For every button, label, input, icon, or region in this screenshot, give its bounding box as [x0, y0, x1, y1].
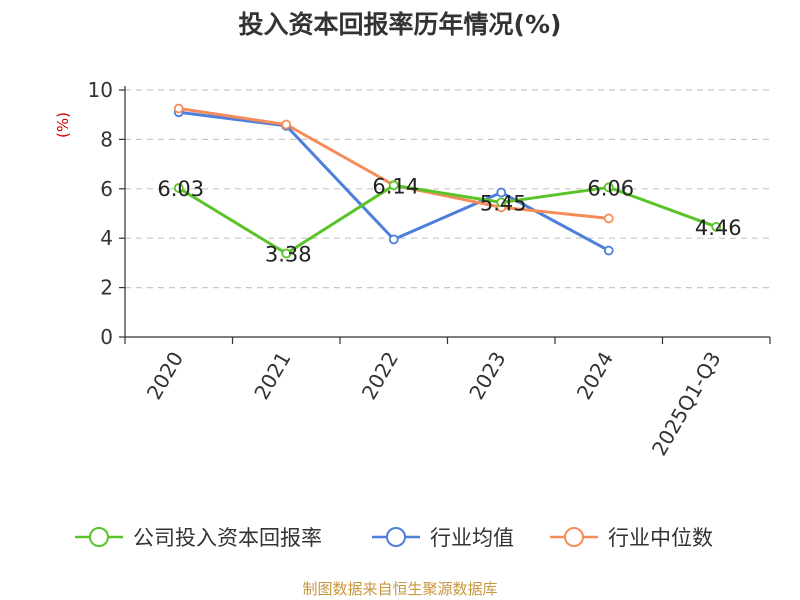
data-label-2021: 3.38 — [265, 243, 312, 267]
data-labels: 6.03 3.38 6.14 5.45 6.06 4.46 — [157, 174, 741, 266]
series-1-point-2024 — [603, 245, 614, 256]
chart-title: 投入资本回报率历年情况(%) — [239, 10, 562, 39]
x-tick-label-2025Q1-Q3: 2025Q1-Q3 — [647, 348, 726, 460]
series-2-point-2020 — [173, 103, 184, 114]
data-label-2020: 6.03 — [157, 177, 204, 201]
legend-swatch-marker-2 — [564, 527, 584, 547]
series-0-point-2020 — [173, 183, 184, 193]
y-tick-label-8: 8 — [100, 127, 113, 151]
series-0-point-2024 — [603, 182, 614, 193]
series-2-point-2024 — [603, 213, 614, 224]
y-tick-label-10: 10 — [88, 78, 113, 102]
y-tick-label-4: 4 — [100, 226, 113, 250]
series-line-2 — [177, 107, 611, 220]
series-0-point-2023 — [496, 197, 507, 208]
data-label-2024: 6.06 — [587, 176, 634, 200]
data-label-2022: 6.14 — [372, 174, 419, 198]
series-0-point-2025Q1-Q3 — [711, 221, 722, 232]
axes — [119, 86, 771, 344]
y-tick-label-2: 2 — [100, 276, 113, 300]
series-0-point-2022 — [388, 180, 399, 191]
y-tick-labels: 0 2 4 6 8 10 — [88, 78, 113, 349]
legend-label-1: 行业均值 — [430, 526, 514, 550]
x-tick-label-2022: 2022 — [357, 348, 403, 404]
legend-swatch-marker-0 — [89, 527, 109, 547]
legend: 公司投入资本回报率 行业均值 行业中位数 — [75, 526, 713, 550]
x-tick-label-2023: 2023 — [464, 348, 510, 404]
x-tick-labels: 2020 2021 2022 2023 2024 2025Q1-Q3 — [142, 348, 726, 460]
x-tick-label-2024: 2024 — [572, 348, 618, 404]
data-label-2025Q1-Q3: 4.46 — [695, 216, 742, 240]
series-points — [173, 103, 722, 259]
series-2-point-2021 — [281, 119, 292, 130]
legend-label-2: 行业中位数 — [608, 526, 713, 550]
y-axis-unit-label: (%) — [54, 112, 72, 138]
series-1-point-2023 — [496, 187, 507, 198]
series-1-point-2022 — [388, 234, 399, 245]
source-note: 制图数据来自恒生聚源数据库 — [302, 580, 497, 598]
legend-swatch-marker-1 — [386, 527, 406, 547]
legend-label-0: 公司投入资本回报率 — [133, 526, 322, 550]
y-tick-label-6: 6 — [100, 177, 113, 201]
x-tick-label-2021: 2021 — [249, 348, 295, 404]
series-0-point-2021 — [281, 248, 292, 259]
series-line-0 — [177, 183, 718, 255]
series-lines — [177, 107, 718, 255]
gridlines — [125, 89, 770, 289]
data-label-2023: 5.45 — [480, 191, 527, 215]
x-tick-label-2020: 2020 — [142, 348, 188, 404]
y-tick-label-0: 0 — [100, 325, 113, 349]
